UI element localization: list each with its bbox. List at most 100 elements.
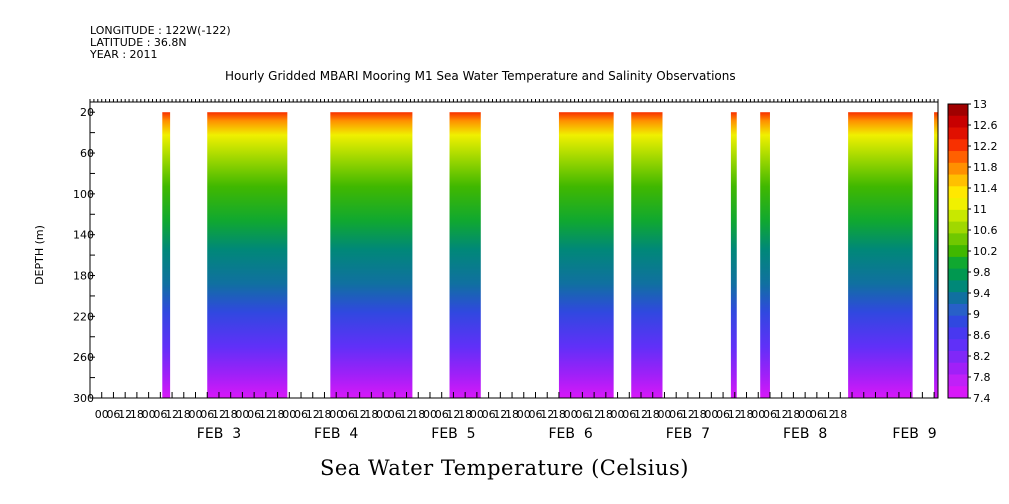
colorbar-label: 11.4 bbox=[973, 182, 998, 195]
colorbar-swatch bbox=[948, 350, 968, 364]
x-tick-label: 12 bbox=[775, 408, 789, 421]
colorbar-swatch bbox=[948, 374, 968, 387]
x-tick-label: 12 bbox=[681, 408, 695, 421]
x-tick-label: 00 bbox=[470, 408, 484, 421]
colorbar-swatch bbox=[948, 174, 968, 187]
x-tick-label: 06 bbox=[575, 408, 589, 421]
x-tick-label: 12 bbox=[540, 408, 554, 421]
colorbar-swatch bbox=[948, 315, 968, 328]
x-tick-label: 18 bbox=[693, 408, 707, 421]
x-tick-label: 00 bbox=[751, 408, 765, 421]
colorbar-label: 7.8 bbox=[973, 371, 991, 384]
colorbar-label: 8.6 bbox=[973, 329, 991, 342]
colorbar-label: 9 bbox=[973, 308, 980, 321]
y-tick-label: 140 bbox=[73, 229, 94, 242]
x-tick-label: 00 bbox=[282, 408, 296, 421]
colorbar-swatch bbox=[948, 268, 968, 281]
colorbar-swatch bbox=[948, 151, 968, 164]
x-tick-label: 06 bbox=[482, 408, 496, 421]
x-tick-label: 06 bbox=[669, 408, 683, 421]
x-tick-label: 18 bbox=[740, 408, 754, 421]
colorbar: 13 12.6 12.2 11.8 11.4 11 10.6 10.2 9.8 9.4 9 8.6 8.… bbox=[947, 98, 998, 405]
data-segment-1 bbox=[207, 112, 288, 398]
x-tick-label: 12 bbox=[118, 408, 132, 421]
x-tick-label: 12 bbox=[212, 408, 226, 421]
x-tick-label: 18 bbox=[224, 408, 238, 421]
x-tick-label: 18 bbox=[130, 408, 144, 421]
colorbar-swatch bbox=[948, 280, 968, 293]
colorbar-label: 11 bbox=[973, 203, 987, 216]
colorbar-swatch bbox=[948, 245, 968, 258]
x-tick-label: 06 bbox=[528, 408, 542, 421]
x-tick-label: 06 bbox=[810, 408, 824, 421]
x-tick-label: 06 bbox=[200, 408, 214, 421]
data-segment-4 bbox=[558, 112, 614, 398]
data-segment-2 bbox=[330, 112, 413, 398]
x-tick-label: 06 bbox=[294, 408, 308, 421]
y-tick-label: 300 bbox=[73, 392, 94, 405]
colorbar-swatch bbox=[948, 221, 968, 234]
x-tick-label: 12 bbox=[400, 408, 414, 421]
x-tick-label: 18 bbox=[177, 408, 191, 421]
plot-frame bbox=[89, 101, 939, 399]
data-segment-5 bbox=[631, 112, 663, 398]
x-tick-label: 12 bbox=[165, 408, 179, 421]
x-tick-label: 18 bbox=[458, 408, 472, 421]
day-label: FEB 4 bbox=[314, 426, 358, 442]
x-tick-label: 00 bbox=[329, 408, 343, 421]
x-tick-label: 12 bbox=[446, 408, 460, 421]
colorbar-swatch bbox=[948, 139, 968, 152]
data-segment-6 bbox=[730, 112, 737, 398]
y-axis-label: DEPTH (m) bbox=[33, 225, 46, 285]
colorbar-label: 11.8 bbox=[973, 161, 998, 174]
colorbar-swatch bbox=[948, 198, 968, 211]
colorbar-swatch bbox=[948, 209, 968, 223]
x-tick-label: 00 bbox=[235, 408, 249, 421]
chart-title: Hourly Gridded MBARI Mooring M1 Sea Wate… bbox=[225, 69, 736, 83]
data-segment-9 bbox=[934, 112, 938, 398]
x-tick-label: 18 bbox=[786, 408, 800, 421]
x-tick-label: 12 bbox=[306, 408, 320, 421]
x-tick-label: 12 bbox=[587, 408, 601, 421]
y-tick-label: 60 bbox=[80, 147, 94, 160]
colorbar-label: 13 bbox=[973, 98, 987, 111]
colorbar-label: 10.2 bbox=[973, 245, 998, 258]
colorbar-label: 10.6 bbox=[973, 224, 998, 237]
x-tick-label: 18 bbox=[552, 408, 566, 421]
colorbar-swatch bbox=[948, 303, 968, 317]
x-tick-label: 12 bbox=[259, 408, 273, 421]
colorbar-swatch bbox=[948, 186, 968, 199]
colorbar-swatch bbox=[948, 292, 968, 305]
x-tick-label: 06 bbox=[153, 408, 167, 421]
x-tick-label: 00 bbox=[142, 408, 156, 421]
x-tick-label: 06 bbox=[341, 408, 355, 421]
colorbar-swatch bbox=[948, 104, 968, 117]
year-label: YEAR : 2011 bbox=[90, 48, 158, 61]
colorbar-label: 8.2 bbox=[973, 350, 991, 363]
day-label: FEB 9 bbox=[892, 426, 936, 442]
colorbar-title: Sea Water Temperature (Celsius) bbox=[319, 456, 689, 480]
x-tick-label: 12 bbox=[822, 408, 836, 421]
day-label: FEB 3 bbox=[197, 426, 241, 442]
data-segment-0 bbox=[162, 112, 171, 398]
x-tick-label: 18 bbox=[411, 408, 425, 421]
day-label: FEB 7 bbox=[666, 426, 710, 442]
x-tick-label: 00 bbox=[95, 408, 109, 421]
x-tick-label: 00 bbox=[704, 408, 718, 421]
colorbar-label: 7.4 bbox=[973, 392, 991, 405]
colorbar-label: 12.6 bbox=[973, 119, 998, 132]
data-segment-7 bbox=[760, 112, 770, 398]
colorbar-swatch bbox=[948, 327, 968, 340]
x-tick-label: 12 bbox=[634, 408, 648, 421]
x-tick-label: 12 bbox=[493, 408, 507, 421]
colorbar-label: 9.4 bbox=[973, 287, 991, 300]
x-tick-label: 00 bbox=[611, 408, 625, 421]
colorbar-label: 12.2 bbox=[973, 140, 998, 153]
x-tick-label: 00 bbox=[564, 408, 578, 421]
x-tick-label: 06 bbox=[763, 408, 777, 421]
x-tick-label: 06 bbox=[622, 408, 636, 421]
colorbar-label: 9.8 bbox=[973, 266, 991, 279]
x-tick-label: 00 bbox=[423, 408, 437, 421]
x-tick-label: 18 bbox=[833, 408, 847, 421]
